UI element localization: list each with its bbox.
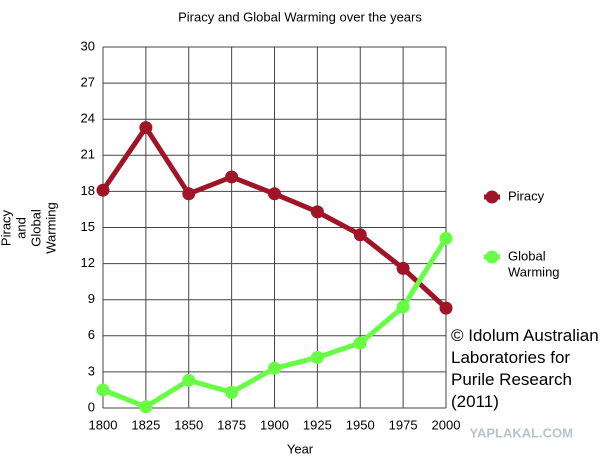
point-marker: [268, 361, 281, 375]
y-axis-label: PiracyandGlobalWarming: [0, 202, 59, 254]
annotation: (2011): [451, 392, 499, 411]
point-marker: [182, 373, 196, 387]
point-marker: [139, 121, 153, 135]
legend-label: Warming: [508, 264, 560, 279]
point-marker: [139, 400, 153, 414]
x-tick-label: 1850: [174, 417, 203, 432]
watermark: YAPLAKAL.COM: [469, 425, 573, 440]
x-tick-label: 1900: [260, 417, 289, 432]
x-tick-label: 1925: [303, 417, 332, 432]
y-tick-label: 21: [81, 147, 95, 162]
y-tick-label: 0: [88, 399, 95, 414]
point-marker: [439, 231, 453, 245]
point-marker: [396, 300, 410, 314]
annotation: Laboratories for: [451, 348, 570, 367]
y-axis-label-line: and: [14, 217, 29, 239]
point-marker: [225, 170, 239, 184]
y-tick-label: 30: [81, 38, 95, 53]
y-axis-label-line: Piracy: [0, 209, 14, 246]
legend-marker: [485, 250, 499, 264]
x-tick-label: 1975: [389, 417, 418, 432]
point-marker: [310, 205, 324, 219]
chart-title: Piracy and Global Warming over the years: [178, 9, 422, 24]
point-marker: [96, 383, 110, 397]
y-tick-label: 12: [81, 255, 95, 270]
y-axis-label-line: Global: [29, 209, 44, 247]
point-marker: [353, 228, 367, 242]
point-marker: [225, 385, 239, 399]
point-marker: [439, 301, 453, 315]
point-marker: [353, 336, 367, 350]
y-tick-label: 3: [88, 363, 95, 378]
point-marker: [182, 187, 196, 201]
y-tick-label: 15: [81, 219, 95, 234]
y-axis-label-line: Warming: [44, 202, 59, 254]
y-tick-label: 6: [88, 327, 95, 342]
annotation: Purile Research: [451, 370, 572, 389]
point-marker: [310, 350, 324, 364]
point-marker: [96, 183, 110, 197]
point-marker: [268, 187, 281, 201]
legend-label: Global: [508, 248, 546, 263]
legend-marker: [485, 190, 499, 204]
x-tick-label: 1950: [346, 417, 375, 432]
x-axis-label: Year: [287, 441, 314, 456]
annotation: © Idolum Australian: [451, 326, 599, 345]
x-tick-label: 2000: [432, 417, 461, 432]
y-tick-label: 27: [81, 75, 95, 90]
y-tick-label: 24: [81, 111, 95, 126]
point-marker: [396, 261, 410, 275]
y-tick-label: 18: [81, 183, 95, 198]
y-tick-label: 9: [88, 291, 95, 306]
legend-label: Piracy: [508, 188, 545, 203]
x-tick-label: 1875: [217, 417, 246, 432]
x-tick-label: 1825: [131, 417, 160, 432]
x-tick-label: 1800: [89, 417, 118, 432]
